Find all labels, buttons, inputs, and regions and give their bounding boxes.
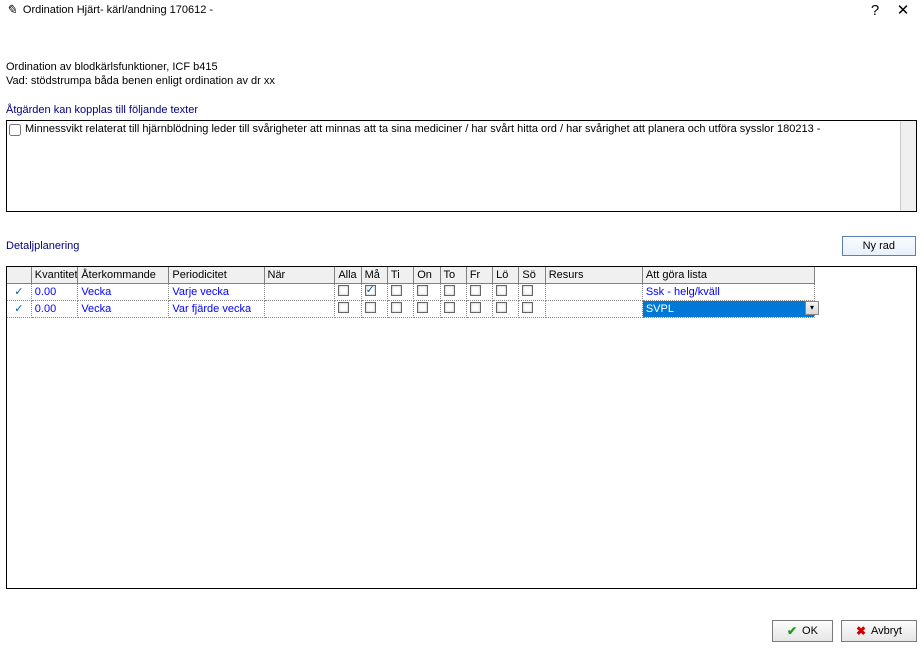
link-text-list[interactable]: Minnessvikt relaterat till hjärnblödning…	[6, 120, 917, 212]
info-line-1: Ordination av blodkärlsfunktioner, ICF b…	[6, 60, 917, 74]
grid-header-cell[interactable]: Fr	[466, 267, 492, 283]
grid-header-cell[interactable]: Lö	[493, 267, 519, 283]
grid-header-cell[interactable]: Ti	[387, 267, 413, 283]
check-icon: ✔	[787, 624, 797, 638]
cell-day-ti[interactable]	[387, 283, 413, 300]
cell-attgora[interactable]: SVPL	[642, 300, 814, 317]
grid-header-cell[interactable]: Sö	[519, 267, 545, 283]
cell-day-ma[interactable]	[361, 283, 387, 300]
titlebar: ✎ Ordination Hjärt- kärl/andning 170612 …	[0, 0, 923, 20]
grid-header-cell[interactable]: Att göra lista	[642, 267, 814, 283]
cell-resurs[interactable]	[545, 283, 642, 300]
app-icon: ✎	[6, 2, 17, 18]
row-selector[interactable]: ✓	[7, 283, 31, 300]
row-selector[interactable]: ✓	[7, 300, 31, 317]
cell-nar[interactable]	[264, 300, 335, 317]
grid-header-cell[interactable]: Alla	[335, 267, 361, 283]
grid-header-cell[interactable]: Periodicitet	[169, 267, 264, 283]
new-row-button[interactable]: Ny rad	[842, 236, 916, 256]
grid-header-cell[interactable]: Återkommande	[78, 267, 169, 283]
cell-periodicitet[interactable]: Varje vecka	[169, 283, 264, 300]
grid-header-cell[interactable]: To	[440, 267, 466, 283]
cell-day-alla[interactable]	[335, 300, 361, 317]
ok-label: OK	[802, 625, 818, 637]
planning-label: Detaljplanering	[6, 240, 79, 252]
detail-grid[interactable]: KvantitetÅterkommandePeriodicitetNärAlla…	[6, 266, 917, 589]
link-item-text: Minnessvikt relaterat till hjärnblödning…	[25, 123, 820, 135]
cell-day-on[interactable]	[414, 300, 440, 317]
ok-button[interactable]: ✔ OK	[772, 620, 833, 642]
scrollbar[interactable]	[900, 121, 916, 211]
cancel-icon: ✖	[856, 624, 866, 638]
cancel-label: Avbryt	[871, 625, 902, 637]
cell-day-so[interactable]	[519, 283, 545, 300]
cell-kvantitet[interactable]: 0.00	[31, 283, 78, 300]
grid-header-cell[interactable]: On	[414, 267, 440, 283]
cell-day-so[interactable]	[519, 300, 545, 317]
cell-day-lo[interactable]	[493, 300, 519, 317]
cell-aterkommande[interactable]: Vecka	[78, 283, 169, 300]
dialog-footer: ✔ OK ✖ Avbryt	[772, 620, 917, 642]
cancel-button[interactable]: ✖ Avbryt	[841, 620, 917, 642]
cell-resurs[interactable]	[545, 300, 642, 317]
window-title: Ordination Hjärt- kärl/andning 170612 -	[23, 4, 213, 16]
cell-attgora[interactable]: Ssk - helg/kväll	[642, 283, 814, 300]
close-button[interactable]: ✕	[889, 1, 917, 19]
info-line-2: Vad: stödstrumpa båda benen enligt ordin…	[6, 74, 917, 88]
cell-day-to[interactable]	[440, 300, 466, 317]
help-button[interactable]: ?	[861, 2, 889, 19]
cell-day-ti[interactable]	[387, 300, 413, 317]
grid-header-cell[interactable]: Resurs	[545, 267, 642, 283]
link-item-checkbox[interactable]	[9, 124, 21, 136]
table-row[interactable]: ✓0.00VeckaVar fjärde vecka SVPL	[7, 300, 815, 317]
table-row[interactable]: ✓0.00VeckaVarje vecka Ssk - helg/kväll	[7, 283, 815, 300]
cell-aterkommande[interactable]: Vecka	[78, 300, 169, 317]
cell-day-to[interactable]	[440, 283, 466, 300]
cell-periodicitet[interactable]: Var fjärde vecka	[169, 300, 264, 317]
cell-day-fr[interactable]	[466, 300, 492, 317]
grid-header-cell[interactable]: Må	[361, 267, 387, 283]
cell-day-lo[interactable]	[493, 283, 519, 300]
cell-day-alla[interactable]	[335, 283, 361, 300]
grid-header-cell[interactable]: Kvantitet	[31, 267, 78, 283]
cell-nar[interactable]	[264, 283, 335, 300]
dropdown-arrow-icon[interactable]: ▾	[805, 301, 819, 315]
grid-header-cell[interactable]	[7, 267, 31, 283]
grid-header-cell[interactable]: När	[264, 267, 335, 283]
content-area: Ordination av blodkärlsfunktioner, ICF b…	[0, 20, 923, 589]
cell-kvantitet[interactable]: 0.00	[31, 300, 78, 317]
cell-day-fr[interactable]	[466, 283, 492, 300]
cell-day-ma[interactable]	[361, 300, 387, 317]
cell-day-on[interactable]	[414, 283, 440, 300]
link-section-label: Åtgärden kan kopplas till följande texte…	[6, 104, 917, 116]
